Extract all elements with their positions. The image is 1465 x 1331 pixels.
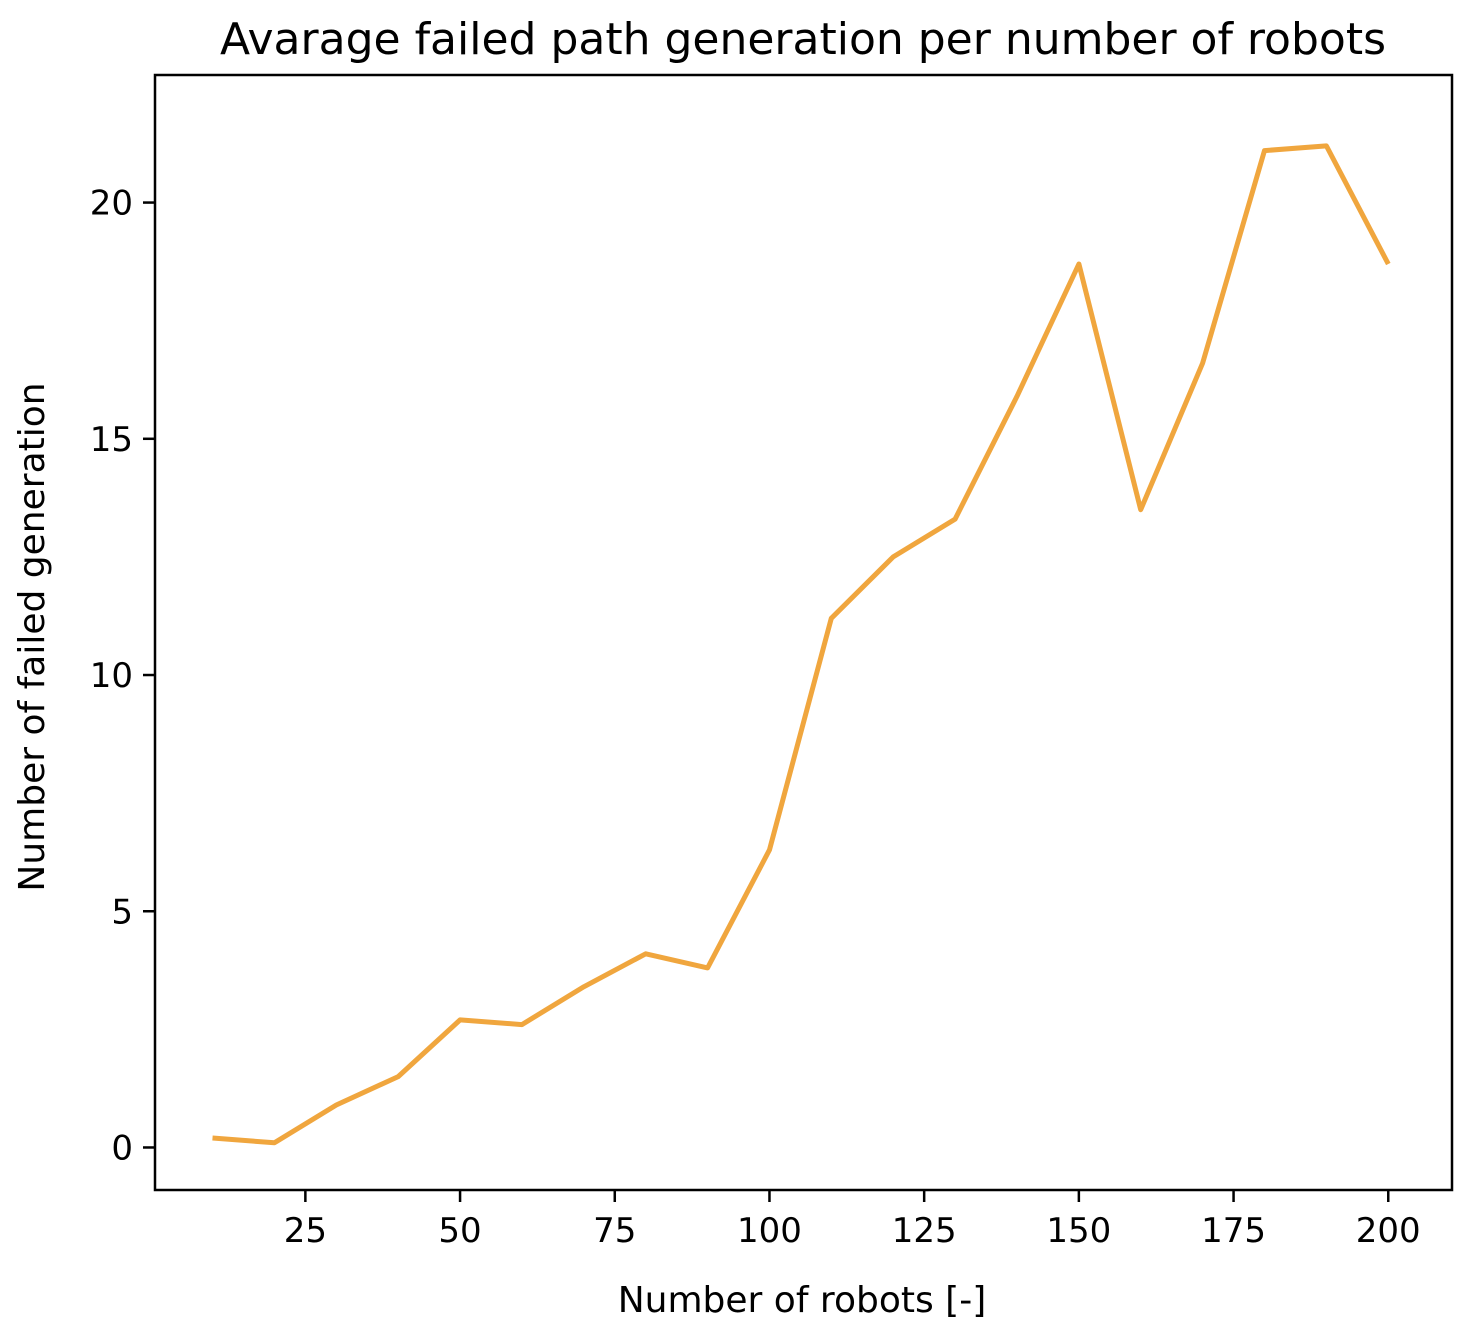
x-tick-label: 100 xyxy=(737,1211,802,1251)
chart-title: Avarage failed path generation per numbe… xyxy=(220,14,1386,65)
x-tick-label: 175 xyxy=(1201,1211,1266,1251)
x-tick-label: 25 xyxy=(284,1211,327,1251)
x-tick-label: 75 xyxy=(593,1211,636,1251)
x-tick-label: 150 xyxy=(1046,1211,1111,1251)
y-axis-label: Number of failed generation xyxy=(12,382,53,891)
y-tick-label: 20 xyxy=(90,184,133,224)
series-line-0 xyxy=(212,143,1391,1146)
y-tick-label: 10 xyxy=(90,656,133,696)
y-tick-label: 0 xyxy=(111,1128,133,1168)
x-axis: 25 50 75 100 125 150 175 200 xyxy=(284,1190,1421,1251)
plot-area xyxy=(212,143,1391,1146)
x-axis-label: Number of robots [-] xyxy=(618,1280,987,1321)
y-tick-label: 15 xyxy=(90,420,133,460)
x-tick-label: 200 xyxy=(1356,1211,1421,1251)
x-tick-label: 125 xyxy=(892,1211,957,1251)
y-axis: 0 5 10 15 20 xyxy=(90,184,155,1168)
y-tick-label: 5 xyxy=(111,892,133,932)
plot-frame xyxy=(153,73,1454,1192)
x-tick-label: 50 xyxy=(438,1211,481,1251)
